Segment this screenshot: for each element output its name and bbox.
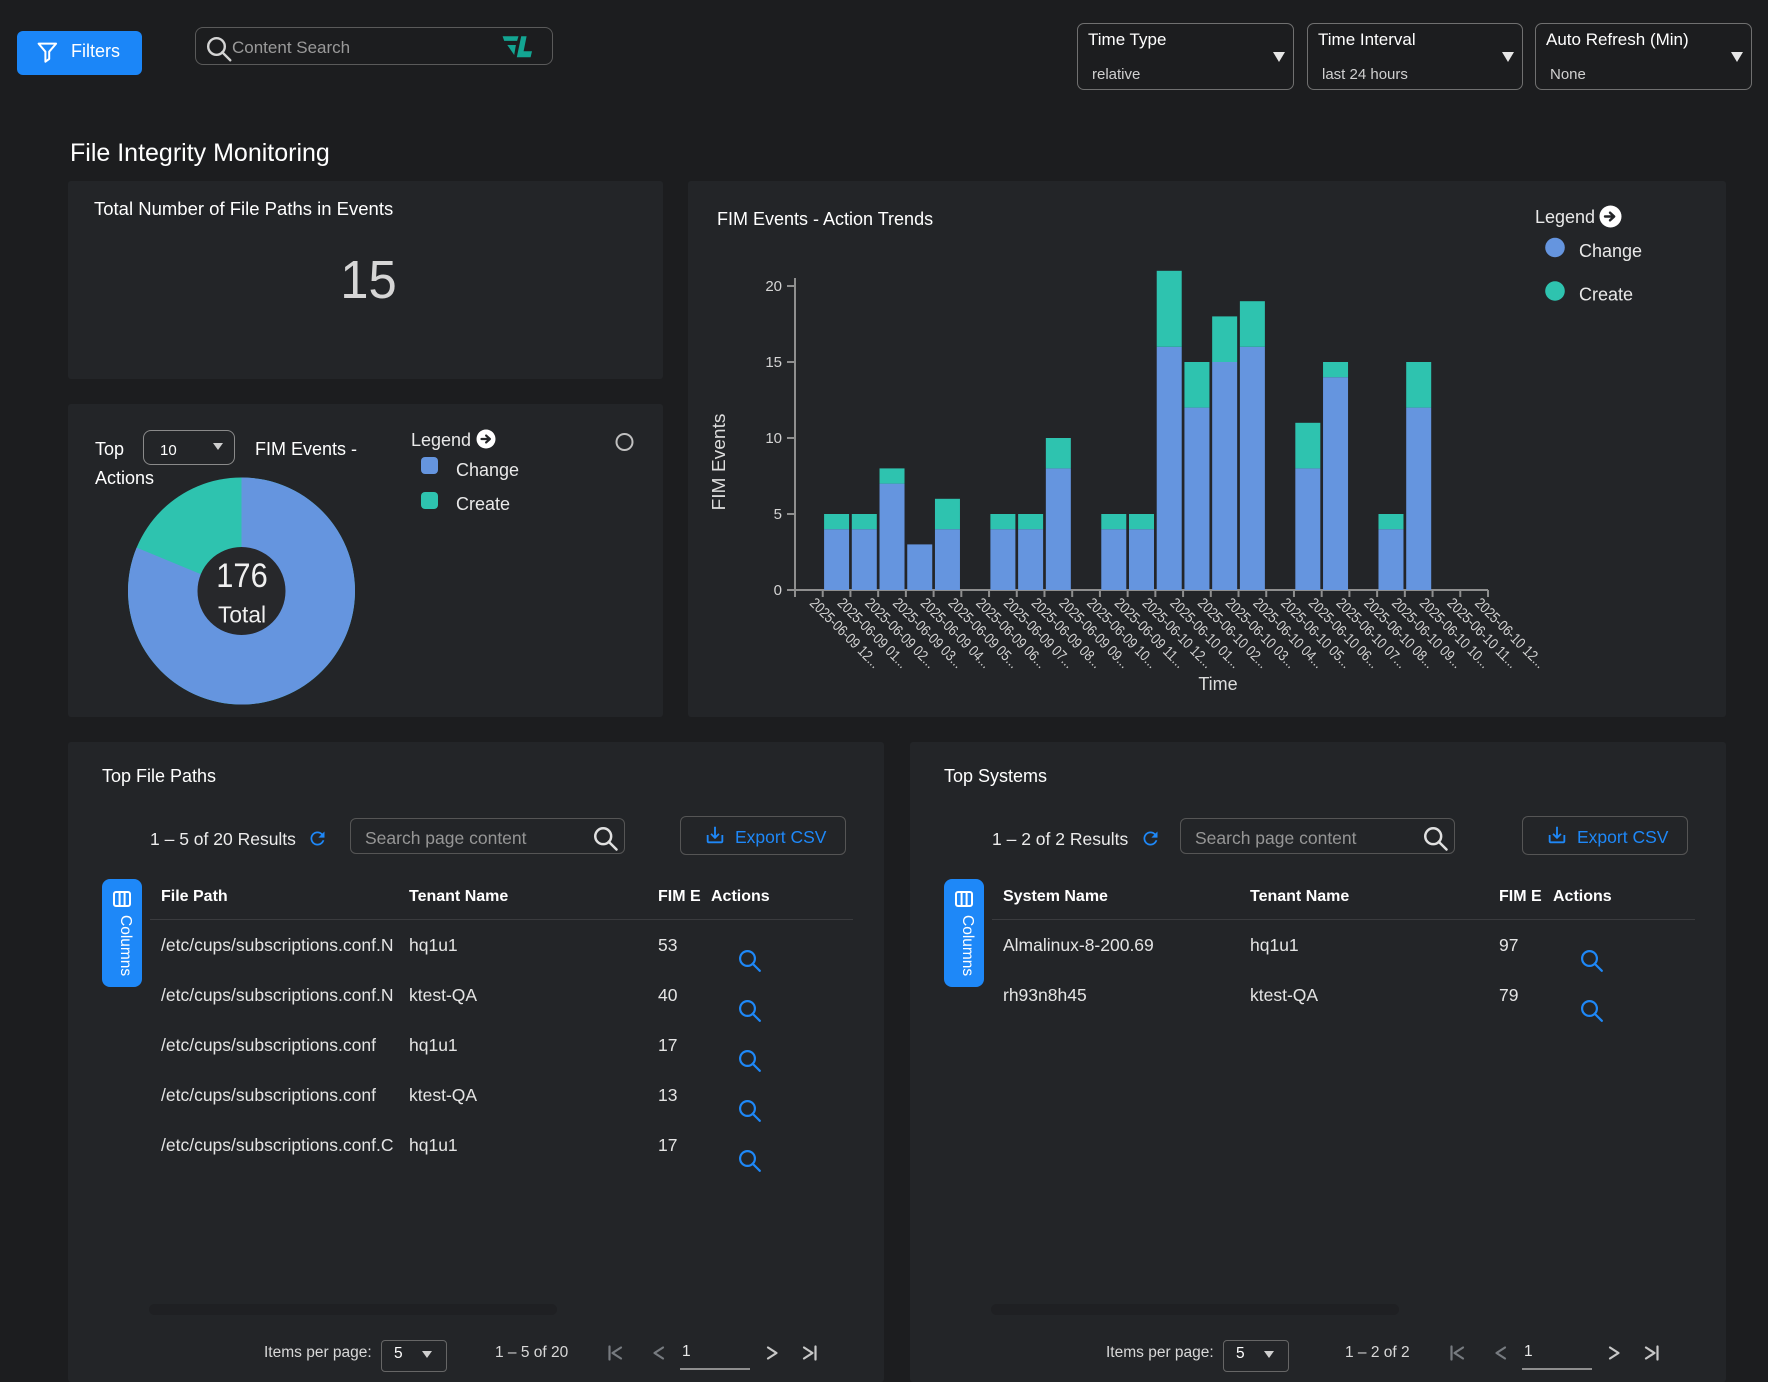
svg-text:10: 10 <box>765 430 782 447</box>
svg-text:Change: Change <box>1579 241 1642 261</box>
svg-text:15: 15 <box>765 354 782 371</box>
svg-text:176: 176 <box>216 557 268 595</box>
svg-text:Create: Create <box>456 494 510 514</box>
svg-text:20: 20 <box>765 278 782 295</box>
svg-text:Time: Time <box>1198 674 1237 694</box>
svg-text:15: 15 <box>340 250 397 310</box>
svg-text:0: 0 <box>774 582 782 599</box>
svg-text:5: 5 <box>774 506 782 523</box>
svg-text:Total: Total <box>218 602 266 628</box>
svg-text:Change: Change <box>456 460 519 480</box>
svg-text:FIM Events - Action Trends: FIM Events - Action Trends <box>717 209 933 229</box>
svg-text:Legend: Legend <box>411 430 471 450</box>
svg-text:Legend: Legend <box>1535 207 1595 227</box>
svg-text:FIM Events: FIM Events <box>709 414 729 511</box>
svg-text:Create: Create <box>1579 285 1633 305</box>
